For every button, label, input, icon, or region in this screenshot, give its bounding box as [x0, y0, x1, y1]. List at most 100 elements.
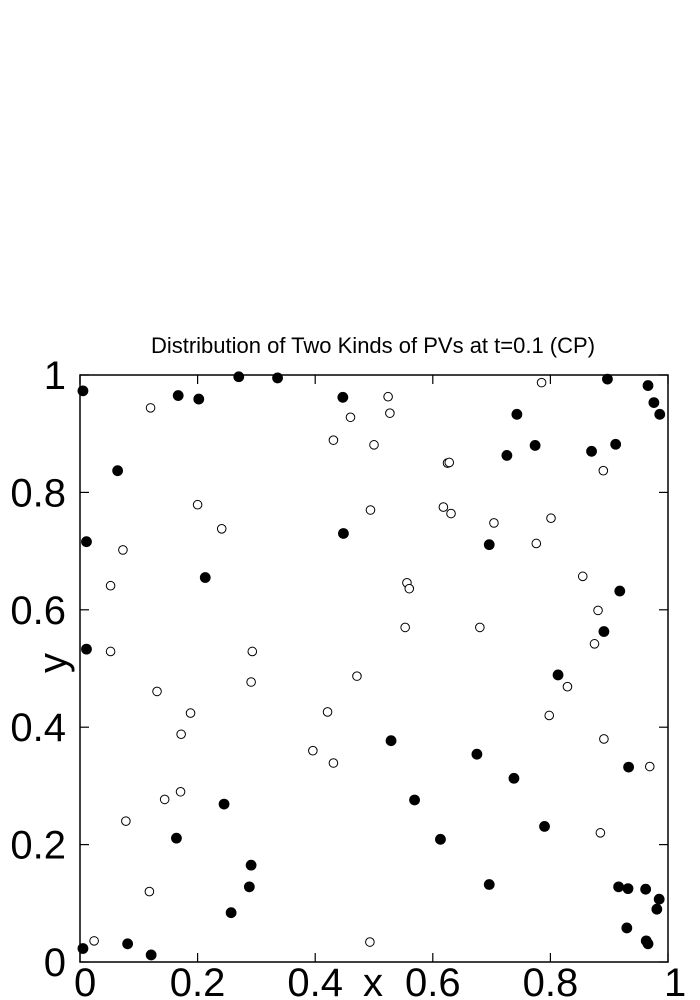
- open-data-point: [192, 499, 203, 510]
- filled-data-point: [471, 748, 483, 760]
- filled-data-point: [586, 445, 597, 457]
- open-data-point: [644, 761, 655, 772]
- filled-data-point: [539, 821, 550, 832]
- open-data-point: [352, 671, 362, 681]
- filled-data-point: [610, 438, 622, 450]
- filled-data-point: [648, 397, 660, 408]
- open-data-point: [247, 646, 258, 657]
- filled-data-point: [552, 669, 564, 681]
- filled-data-point: [508, 772, 520, 784]
- open-data-point: [322, 707, 333, 717]
- filled-data-point: [501, 450, 513, 461]
- filled-data-point: [243, 881, 255, 893]
- filled-data-point: [193, 393, 205, 405]
- filled-data-point: [338, 528, 349, 539]
- filled-data-point: [483, 539, 495, 551]
- open-data-point: [598, 465, 609, 476]
- open-data-point: [593, 605, 603, 616]
- filled-data-point: [337, 391, 349, 403]
- y-tick-label: 0: [44, 941, 66, 985]
- open-data-point: [444, 457, 455, 468]
- open-data-point: [383, 391, 393, 402]
- y-tick-label: 0.6: [10, 589, 66, 633]
- filled-data-point: [245, 859, 257, 871]
- filled-data-point: [640, 883, 652, 895]
- open-data-point: [216, 523, 227, 534]
- x-tick-label: 1: [664, 961, 686, 1000]
- tick-labels: 0 0.2 0.4 0.6 0.8 1 0 0.2 0.4 0.6 0.8 1: [10, 354, 686, 1000]
- axis-ticks: [79, 374, 669, 963]
- open-data-point: [175, 786, 186, 797]
- open-data-point: [577, 571, 588, 582]
- filled-data-point: [613, 881, 625, 893]
- open-data-point: [544, 710, 555, 721]
- filled-data-point: [81, 536, 92, 548]
- filled-data-point: [642, 938, 654, 950]
- filled-data-point: [77, 385, 89, 397]
- filled-data-point: [598, 626, 610, 637]
- open-data-point: [185, 708, 196, 718]
- y-tick-label: 0.8: [10, 471, 66, 515]
- open-data-point: [89, 936, 99, 946]
- open-data-point: [438, 502, 449, 512]
- x-tick-label: 0.8: [523, 961, 579, 1000]
- filled-data-point: [614, 585, 626, 597]
- open-data-point: [489, 518, 499, 528]
- open-data-point: [365, 937, 375, 947]
- open-data-point: [404, 583, 415, 594]
- open-data-point: [595, 828, 606, 838]
- open-data-point: [446, 508, 456, 519]
- open-data-point: [599, 734, 609, 744]
- filled-data-point: [642, 380, 654, 391]
- open-data-point: [589, 639, 600, 649]
- filled-data-point: [621, 922, 633, 934]
- open-data-point: [562, 681, 573, 692]
- filled-data-point: [651, 903, 663, 915]
- open-data-point: [159, 794, 170, 805]
- filled-data-point: [272, 372, 283, 384]
- filled-data-point: [529, 440, 541, 451]
- data-points: [77, 371, 666, 961]
- open-data-point: [328, 435, 339, 445]
- open-data-point: [145, 403, 156, 413]
- filled-data-point: [385, 735, 397, 747]
- open-data-point: [105, 646, 116, 657]
- filled-data-point: [112, 465, 124, 477]
- x-tick-label: 0.4: [287, 961, 343, 1000]
- filled-data-point: [199, 572, 211, 583]
- open-data-point: [144, 886, 155, 897]
- x-tick-label: 0.6: [405, 961, 461, 1000]
- open-data-point: [536, 377, 547, 388]
- plot-frame: [79, 374, 669, 963]
- filled-data-point: [233, 371, 245, 383]
- open-data-point: [400, 622, 410, 633]
- open-data-point: [152, 686, 162, 697]
- open-data-point: [531, 538, 542, 549]
- y-tick-label: 0.2: [10, 824, 66, 868]
- open-data-point: [118, 545, 128, 555]
- open-data-point: [176, 729, 186, 740]
- open-data-point: [121, 816, 131, 826]
- filled-data-point: [218, 798, 230, 810]
- filled-data-point: [172, 390, 184, 401]
- open-data-point: [475, 622, 485, 633]
- filled-data-point: [653, 893, 665, 905]
- open-data-point: [345, 412, 356, 423]
- filled-data-point: [483, 879, 495, 890]
- chart-title: Distribution of Two Kinds of PVs at t=0.…: [151, 333, 595, 358]
- filled-data-point: [77, 943, 89, 954]
- filled-data-point: [171, 832, 182, 844]
- x-tick-label: 0: [74, 961, 96, 1000]
- open-data-point: [385, 408, 395, 418]
- y-axis-label: y: [31, 653, 75, 673]
- open-data-point: [105, 580, 116, 591]
- filled-data-point: [622, 883, 634, 895]
- x-axis-label: x: [363, 961, 383, 1000]
- filled-data-point: [225, 907, 237, 919]
- x-tick-label: 0.2: [170, 961, 226, 1000]
- filled-data-point: [122, 938, 134, 950]
- filled-data-point: [145, 949, 157, 961]
- filled-data-point: [81, 643, 92, 655]
- open-data-point: [365, 505, 376, 515]
